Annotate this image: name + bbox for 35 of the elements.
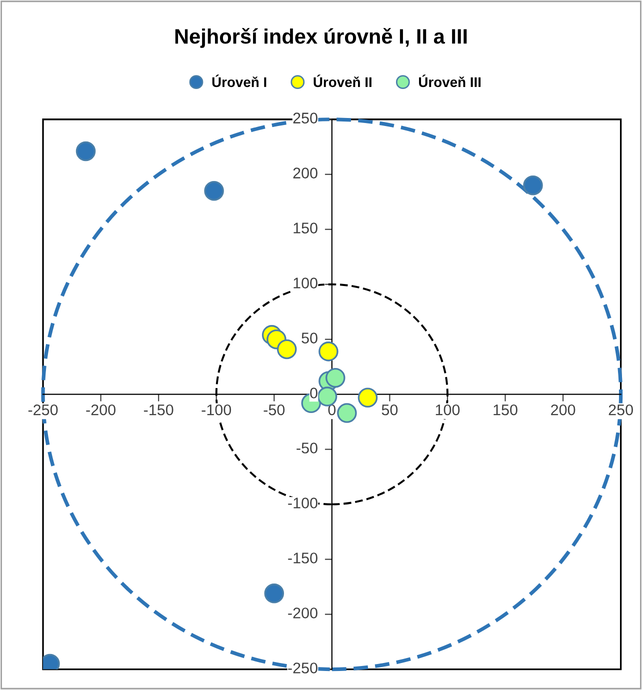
point: [337, 403, 357, 423]
point: [317, 386, 338, 406]
point: [358, 388, 378, 408]
y-tick-label: 250: [293, 112, 318, 124]
y-tick-label: 100: [294, 278, 318, 288]
legend-label: Úroveň I: [212, 74, 266, 88]
y-tick-label: 50: [302, 332, 318, 344]
y-tick-label: -200: [288, 608, 318, 618]
point: [318, 342, 338, 362]
x-tick-label: 50: [382, 404, 398, 416]
point: [204, 180, 224, 201]
x-tick-label: 100: [436, 404, 460, 416]
y-tick-label: -50: [296, 442, 318, 454]
x-tick-label: 200: [551, 404, 576, 416]
y-tick-label: 200: [293, 168, 318, 178]
x-tick-label: -200: [86, 404, 116, 416]
point: [325, 368, 346, 388]
y-tick-label: -100: [288, 498, 318, 508]
x-tick-label: -150: [144, 404, 174, 416]
y-tick-label: -250: [288, 662, 318, 674]
x-tick-label: -100: [202, 404, 232, 416]
point: [276, 339, 297, 360]
y-tick-label: -150: [288, 552, 318, 564]
point: [264, 584, 284, 604]
point: [76, 141, 96, 162]
x-tick-label: -50: [264, 404, 285, 416]
x-tick-label: 150: [494, 404, 518, 416]
x-tick-label: -250: [28, 404, 58, 416]
legend-label: Úroveň II: [314, 74, 372, 88]
y-tick-label: 0: [310, 388, 318, 398]
x-tick-label: 250: [608, 404, 633, 416]
point: [523, 175, 543, 196]
y-tick-label: 150: [294, 222, 318, 234]
legend-label: Úroveň III: [419, 74, 481, 88]
chart-title: Nejhorší index úrovně I, II a III: [175, 28, 467, 48]
